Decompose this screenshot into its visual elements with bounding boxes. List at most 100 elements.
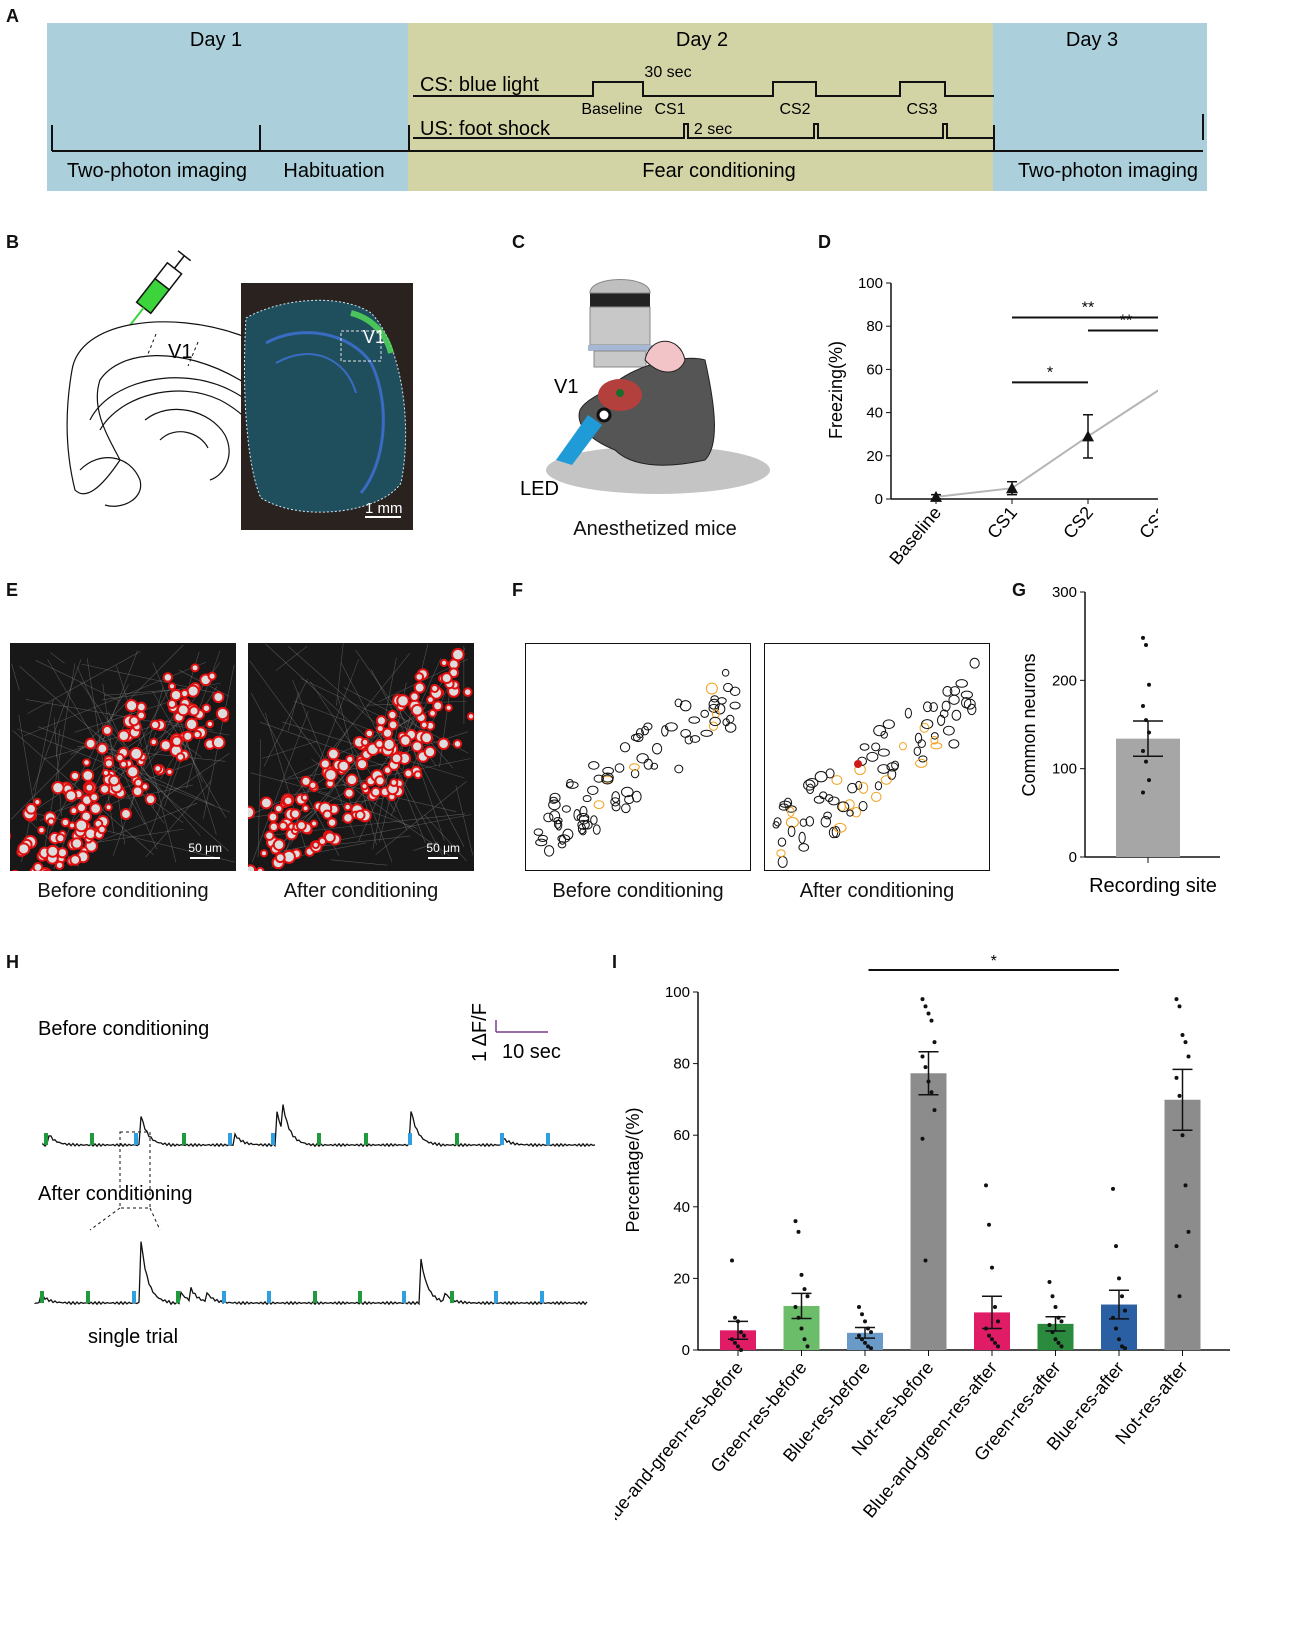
neuropil-fiber [350, 753, 393, 863]
roi-circle [451, 647, 465, 662]
roi-circle [205, 719, 215, 729]
roi-circle [308, 780, 318, 790]
neuropil-fiber [424, 814, 467, 862]
d-series-line [935, 389, 1158, 498]
i-data-point [736, 1319, 740, 1324]
roi-outline [877, 748, 890, 757]
roi-outline [579, 805, 588, 817]
green-stimulus-marker [86, 1291, 90, 1303]
us-trace [413, 123, 994, 139]
roi-outline [641, 725, 650, 736]
neuropil-fiber [288, 646, 393, 738]
scale-bar-after: 50 μm [426, 841, 460, 859]
roi-circle [432, 700, 444, 712]
roi-circle [414, 672, 425, 682]
i-data-point [869, 1330, 873, 1335]
blue-stimulus-marker [408, 1133, 412, 1145]
roi-map-after [764, 643, 990, 871]
roi-outline [579, 827, 587, 836]
histology-scale-bar: 1 mm [365, 500, 403, 517]
i-data-point [1120, 1344, 1124, 1349]
panel-g-common-neurons-chart: 0 100 200 300 Common neurons Recording site [1019, 584, 1220, 897]
d-ylabel: Freezing(%) [826, 341, 846, 439]
g-data-point [1147, 730, 1151, 735]
scale-bar-after-label: 50 μm [426, 841, 460, 855]
roi-outline [636, 753, 649, 764]
roi-circle [374, 775, 386, 787]
neuropil-fiber [56, 729, 61, 758]
i-data-point [987, 1222, 991, 1227]
objective-icon [590, 293, 650, 307]
i-data-point [1111, 1315, 1115, 1320]
roi-outline [820, 815, 832, 828]
i-data-point [863, 1319, 867, 1324]
roi-circle [182, 730, 194, 742]
roi-outline [866, 751, 879, 762]
roi-outline [955, 679, 968, 688]
roi-outline [601, 772, 614, 783]
i-data-point [996, 1344, 1000, 1349]
roi-outline [819, 791, 828, 800]
roi-circle [167, 682, 177, 691]
i-ylabel: Percentage/(%) [623, 1107, 643, 1232]
i-data-point [932, 1040, 937, 1045]
i-data-point [736, 1344, 740, 1349]
phase-habituation: Habituation [283, 160, 384, 182]
roi-circle [267, 811, 279, 823]
roi-circle [410, 703, 424, 717]
highlighted-roi [854, 760, 862, 768]
roi-circle [273, 803, 284, 814]
roi-circle [289, 808, 301, 820]
i-data-point [802, 1337, 807, 1342]
i-data-point [993, 1305, 997, 1310]
roi-outline [937, 714, 946, 726]
roi-outline [674, 764, 684, 774]
roi-circle [345, 754, 355, 764]
cs3-label: CS3 [906, 101, 937, 118]
syringe-icon [126, 250, 192, 329]
roi-circle [319, 758, 331, 770]
roi-outline [880, 730, 888, 739]
roi-outline [620, 786, 634, 798]
v1-region-label: V1 [168, 341, 192, 363]
roi-outline [846, 809, 854, 817]
roi-outline [877, 764, 890, 774]
neuropil-fiber [257, 739, 262, 857]
roi-outline [611, 802, 621, 812]
roi-circle [74, 818, 89, 833]
blue-stimulus-marker [228, 1133, 232, 1145]
i-bar [1164, 1099, 1201, 1350]
roi-outline [614, 763, 625, 773]
roi-circle [169, 688, 183, 702]
roi-circle [355, 758, 369, 771]
i-data-point [793, 1305, 798, 1310]
roi-circle [364, 728, 375, 739]
roi-circle [133, 777, 144, 788]
roi-circle [375, 715, 387, 727]
roi-circle [264, 830, 275, 841]
g-ylabel: Common neurons [1019, 653, 1039, 796]
i-data-point [1180, 1032, 1185, 1037]
blue-stimulus-marker [500, 1133, 504, 1145]
neuropil-fiber [136, 709, 177, 863]
i-data-point [923, 1004, 928, 1009]
roi-outline [688, 716, 701, 724]
roi-outline [873, 724, 887, 737]
panel-letter-c: C [512, 232, 525, 252]
i-data-point [860, 1312, 864, 1317]
blue-stimulus-marker [546, 1133, 550, 1145]
roi-circle [81, 769, 95, 782]
roi-outline [779, 800, 792, 808]
roi-circle [309, 819, 319, 828]
g-data-point [1141, 635, 1145, 640]
single-trial-box [119, 1131, 151, 1209]
panel-letter-h: H [6, 952, 19, 972]
blue-stimulus-marker [222, 1291, 226, 1303]
green-stimulus-marker [364, 1133, 368, 1145]
roi-circle [411, 740, 424, 753]
roi-outline [851, 806, 862, 818]
neuropil-fiber [53, 650, 138, 870]
roi-circle [387, 719, 399, 731]
phase-fear-conditioning: Fear conditioning [642, 160, 795, 182]
roi-circle [46, 817, 56, 826]
